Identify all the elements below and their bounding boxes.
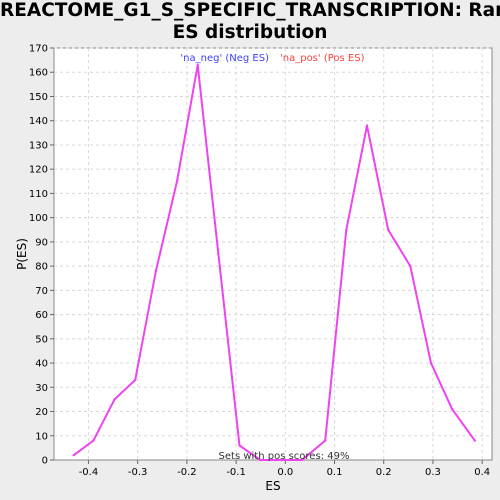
data-point: [134, 378, 137, 382]
series-line: [73, 64, 476, 461]
series-layer: [72, 63, 476, 462]
y-tick-label: 140: [29, 116, 48, 127]
data-point: [259, 458, 262, 462]
data-point: [365, 124, 369, 127]
data-point: [300, 458, 304, 462]
data-point: [196, 63, 199, 67]
y-tick-label: 150: [29, 92, 48, 103]
y-tick-label: 40: [35, 359, 48, 370]
grid: [54, 47, 492, 460]
pos-scores-annotation: Sets with pos scores: 49%: [219, 451, 350, 462]
legend-pos-label: 'na_pos' (Pos ES): [280, 53, 365, 64]
y-tick-label: 120: [29, 165, 48, 176]
x-tick-label: 0.2: [376, 467, 392, 478]
y-tick-label: 70: [35, 286, 48, 297]
chart-title-line-2: ES distribution: [172, 22, 328, 43]
y-tick-label: 20: [35, 407, 48, 418]
y-tick-label: 110: [29, 189, 48, 200]
data-point: [323, 439, 327, 442]
data-point: [409, 264, 412, 268]
y-tick-label: 30: [35, 383, 48, 394]
data-point: [72, 453, 75, 457]
data-point: [175, 180, 179, 183]
y-tick-label: 170: [29, 44, 48, 55]
x-tick-label: -0.3: [128, 467, 148, 478]
data-point: [238, 444, 241, 447]
plot-area: [53, 47, 493, 461]
x-tick-label: 0.1: [327, 467, 343, 478]
x-tick-label: -0.1: [226, 467, 246, 478]
y-tick-label: 10: [35, 431, 48, 442]
y-tick-label: 130: [29, 140, 48, 151]
data-point: [113, 398, 116, 401]
x-tick-label: 0.4: [474, 467, 490, 478]
data-point: [450, 407, 454, 411]
y-tick-label: 100: [29, 213, 48, 224]
y-tick-label: 90: [35, 237, 48, 248]
data-point: [429, 361, 433, 365]
legend: 'na_neg' (Neg ES) 'na_pos' (Pos ES): [180, 53, 364, 64]
data-point: [154, 269, 158, 273]
x-tick-label: -0.4: [79, 467, 99, 478]
y-tick-label: 160: [29, 68, 48, 79]
y-tick-label: 50: [35, 334, 48, 345]
data-point: [92, 439, 95, 442]
data-point: [473, 439, 476, 442]
data-point: [345, 228, 348, 231]
data-point: [217, 252, 220, 256]
chart-title: REACTOME_G1_S_SPECIFIC_TRANSCRIPTION: Ra…: [0, 0, 500, 44]
chart-title-line-1: REACTOME_G1_S_SPECIFIC_TRANSCRIPTION: Ra…: [0, 0, 500, 21]
y-tick-label: 60: [35, 310, 48, 321]
x-tick-label: 0.0: [277, 467, 293, 478]
y-axis-label: P(ES): [15, 238, 29, 270]
legend-neg-label: 'na_neg' (Neg ES): [180, 53, 269, 64]
data-point: [386, 228, 390, 231]
x-tick-label: 0.3: [425, 467, 441, 478]
axes: 0 10 20 30 40 50 60 70 80 90 100 110 120 130 140 150 160…: [29, 44, 490, 479]
y-tick-label: 80: [35, 262, 48, 273]
data-point: [280, 458, 283, 462]
x-tick-label: -0.2: [177, 467, 197, 478]
y-tick-label: 0: [42, 456, 48, 467]
x-axis-label: ES: [265, 479, 280, 493]
